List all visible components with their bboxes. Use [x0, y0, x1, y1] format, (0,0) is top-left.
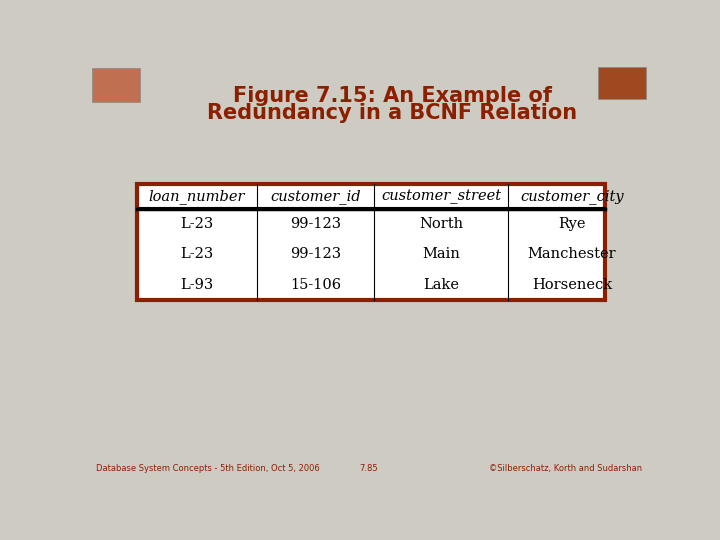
Text: Rye: Rye — [558, 217, 586, 231]
Text: Redundancy in a BCNF Relation: Redundancy in a BCNF Relation — [207, 103, 577, 123]
Text: ©Silberschatz, Korth and Sudarshan: ©Silberschatz, Korth and Sudarshan — [489, 464, 642, 473]
Text: customer_id: customer_id — [270, 189, 361, 204]
Text: Manchester: Manchester — [528, 247, 616, 261]
Text: Database System Concepts - 5th Edition, Oct 5, 2006: Database System Concepts - 5th Edition, … — [96, 464, 320, 473]
Text: 7.85: 7.85 — [360, 464, 378, 473]
Text: 99-123: 99-123 — [290, 247, 341, 261]
Text: loan_number: loan_number — [148, 189, 245, 204]
Text: customer_street: customer_street — [381, 190, 501, 204]
Text: Horseneck: Horseneck — [532, 278, 612, 292]
Text: customer_city: customer_city — [521, 189, 624, 204]
Text: Lake: Lake — [423, 278, 459, 292]
Text: L-93: L-93 — [180, 278, 213, 292]
Text: 99-123: 99-123 — [290, 217, 341, 231]
Text: 15-106: 15-106 — [290, 278, 341, 292]
Bar — [598, 67, 646, 99]
Bar — [92, 68, 140, 102]
Text: North: North — [419, 217, 463, 231]
Bar — [137, 184, 606, 300]
Text: L-23: L-23 — [180, 247, 213, 261]
Text: L-23: L-23 — [180, 217, 213, 231]
Text: Main: Main — [422, 247, 460, 261]
Text: Figure 7.15: An Example of: Figure 7.15: An Example of — [233, 86, 552, 106]
